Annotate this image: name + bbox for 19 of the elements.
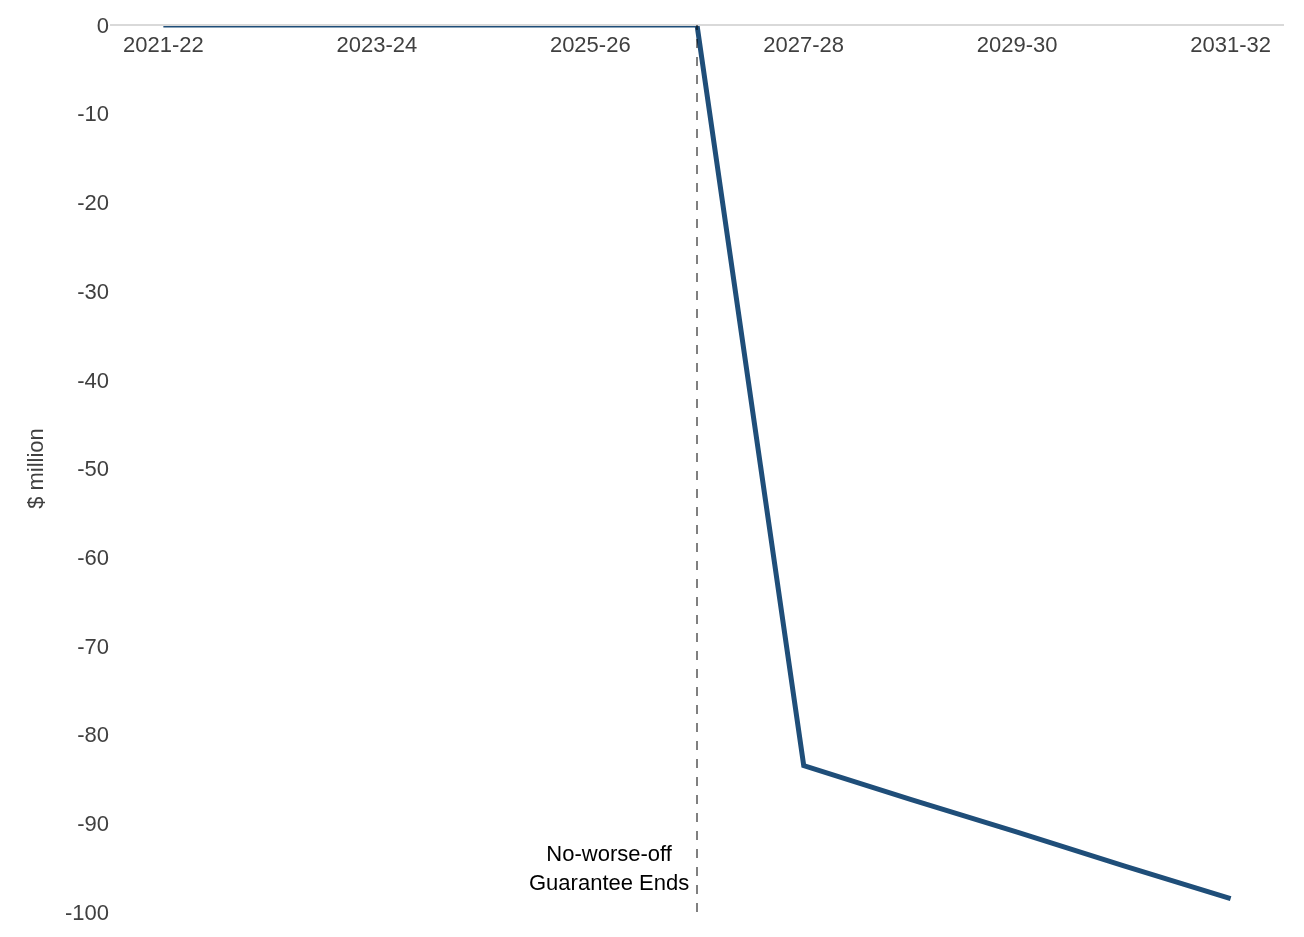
x-tick-label: 2023-24 [336,32,418,58]
x-tick-label: 2031-32 [1190,32,1272,58]
y-tick-label: -90 [77,811,109,836]
y-tick-label: 0 [96,12,109,38]
y-tick-label: -100 [64,899,109,925]
y-tick-label: -80 [77,722,109,748]
y-tick-label: -50 [77,456,109,482]
y-tick-label: -70 [77,633,109,659]
y-tick-label: -10 [77,101,109,127]
y-tick-label: -30 [77,278,109,304]
y-axis-title: $ million [22,428,48,509]
x-tick-label: 2029-30 [976,32,1058,58]
x-tick-label: 2027-28 [763,32,845,58]
x-tick-label: 2025-26 [549,32,631,58]
x-tick-label: 2021-22 [122,32,204,58]
y-tick-label: -60 [77,544,109,570]
y-tick-label: -40 [77,367,109,393]
annotation: No-worse-off Guarantee Ends [529,841,690,895]
y-tick-label: -20 [77,190,109,216]
